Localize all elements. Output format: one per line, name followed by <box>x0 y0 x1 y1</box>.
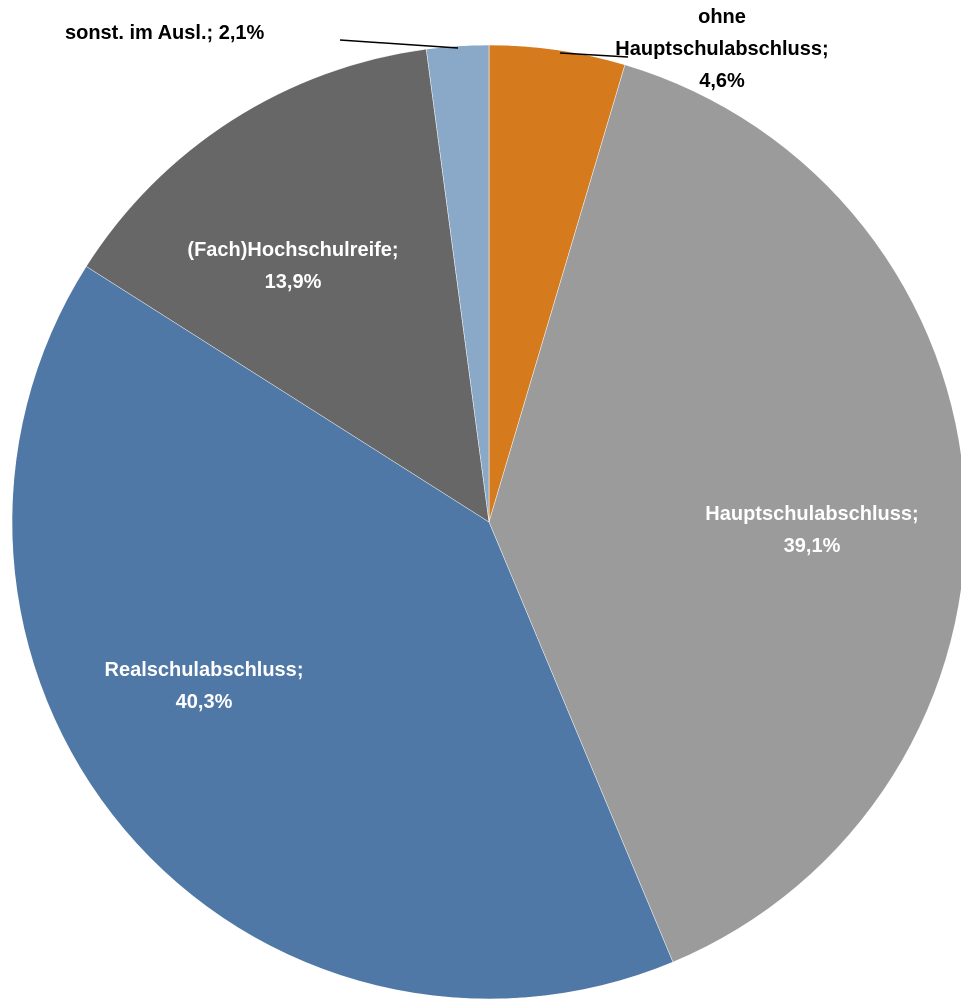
separator: ; <box>912 503 919 525</box>
data-label: sonst. im Ausl.; 2,1% <box>65 17 264 49</box>
category-name: sonst. im Ausl. <box>65 22 207 44</box>
data-label: Hauptschulabschluss; 39,1% <box>652 498 961 562</box>
data-label: Realschulabschluss; 40,3% <box>54 654 354 718</box>
category-name: ohne Hauptschulabschluss <box>615 6 823 60</box>
pie-slice <box>11 266 674 1000</box>
separator: ; <box>296 659 304 681</box>
pie-slice <box>85 48 490 523</box>
category-name: Hauptschulabschluss <box>705 503 913 525</box>
data-label: ohne Hauptschulabschluss; 4,6% <box>612 1 832 97</box>
separator: ; <box>206 22 214 44</box>
category-name: (Fach)Hochschulreife <box>187 239 392 261</box>
data-label: (Fach)Hochschulreife; 13,9% <box>143 234 443 298</box>
leader-line <box>339 39 459 49</box>
value-label: 2,1% <box>218 22 265 44</box>
separator: ; <box>822 38 829 60</box>
leader-line <box>559 52 629 58</box>
separator: ; <box>391 239 399 261</box>
pie-slice <box>425 44 490 523</box>
value-label: 13,9% <box>264 271 322 293</box>
value-label: 39,1% <box>783 535 841 557</box>
pie-slice <box>488 64 961 963</box>
value-label: 40,3% <box>175 691 233 713</box>
category-name: Realschulabschluss <box>104 659 297 681</box>
value-label: 4,6% <box>699 70 745 92</box>
